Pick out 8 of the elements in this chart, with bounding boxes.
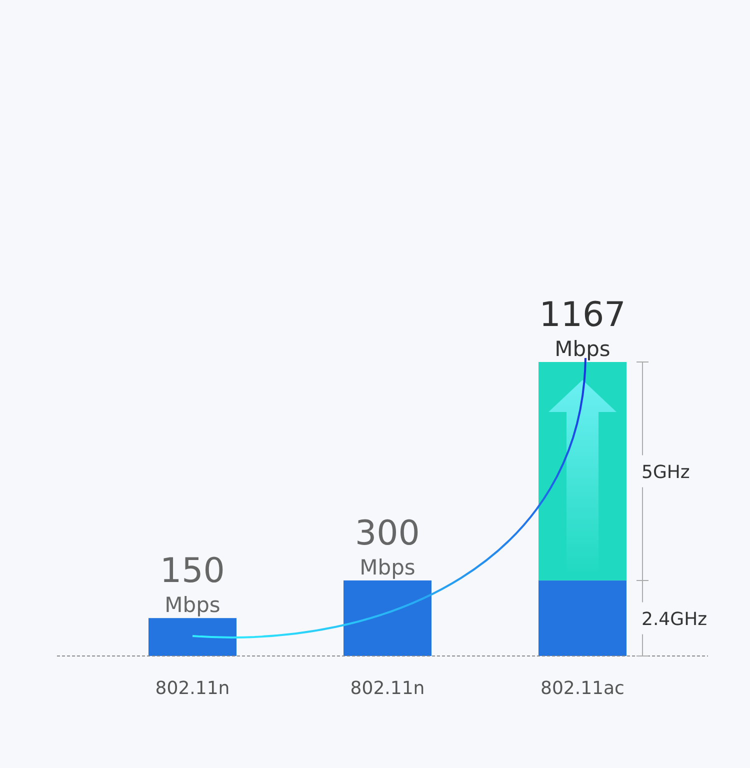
x-tick-label: 802.11ac — [540, 678, 624, 699]
series-label: 5GHz — [642, 462, 690, 484]
x-tick-label: 802.11n — [350, 678, 425, 699]
series-label: 2.4GHz — [642, 609, 708, 630]
text: 1167 Mbps — [539, 295, 626, 361]
annotation: 150 Mbps — [160, 551, 225, 618]
annotation: 300 Mbps — [355, 513, 420, 580]
x-tick-label: 802.11n — [155, 678, 230, 699]
